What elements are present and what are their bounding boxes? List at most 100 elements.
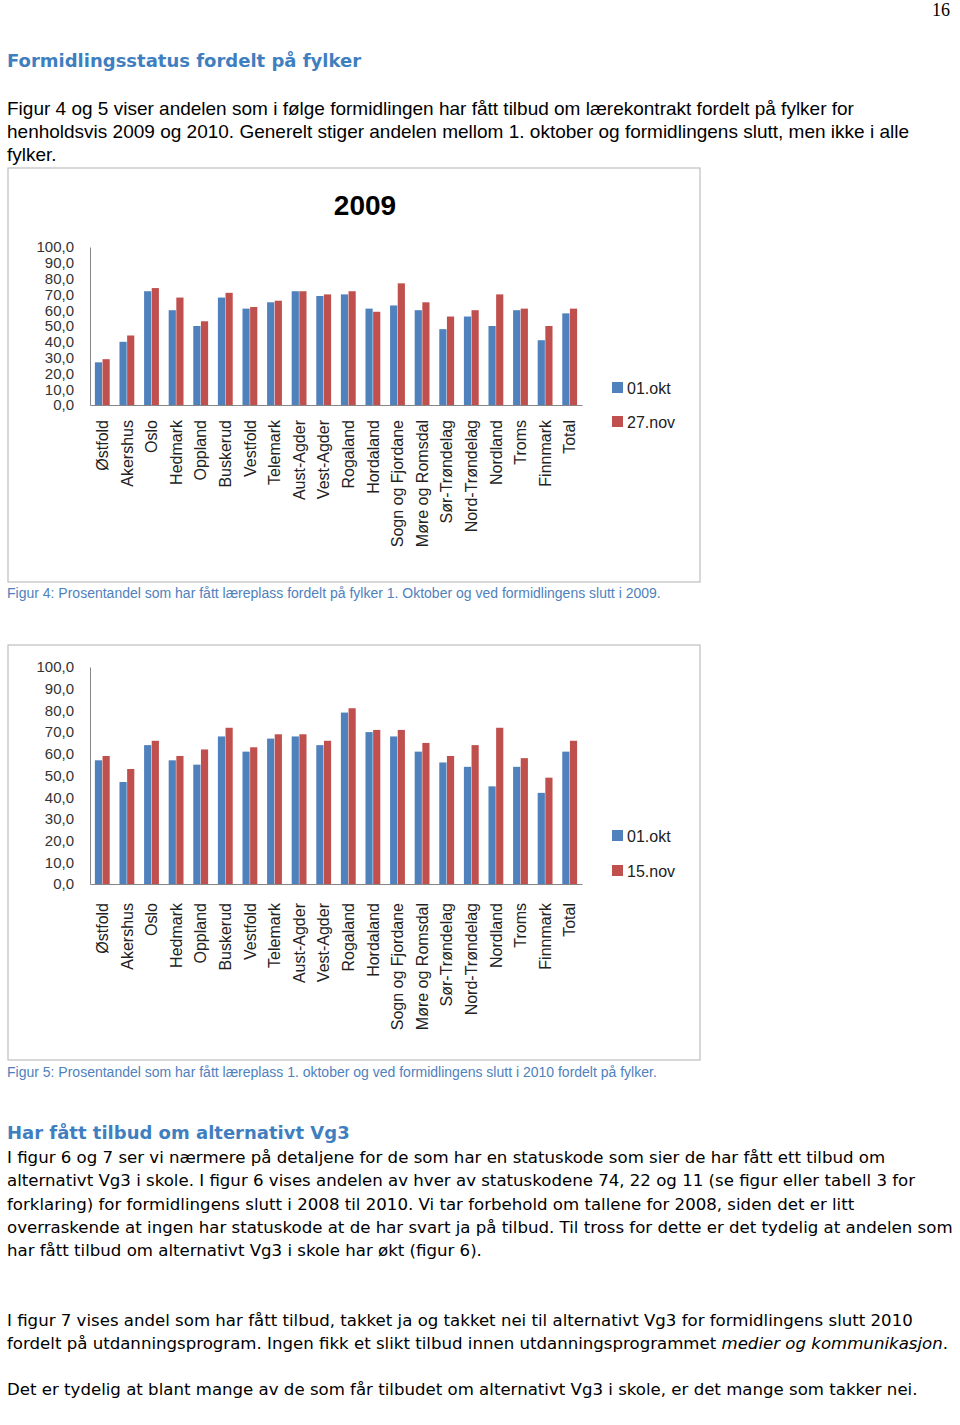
bar: [538, 340, 545, 405]
x-tick: Østfold: [94, 884, 111, 954]
bar: [562, 313, 569, 405]
x-tick-label: Møre og Romsdal: [414, 420, 431, 547]
y-tick-label: 40,0: [45, 333, 74, 350]
x-tick: Hordaland: [365, 884, 382, 977]
bar: [250, 747, 257, 884]
x-tick: Buskerud: [217, 884, 234, 971]
bar: [152, 741, 159, 884]
bar: [365, 732, 372, 884]
y-tick: 10,0: [45, 854, 90, 871]
y-tick: 50,0: [45, 767, 90, 784]
bar: [415, 752, 422, 884]
bar: [292, 736, 299, 884]
x-tick-label: Akershus: [119, 903, 136, 970]
bar: [267, 302, 274, 405]
page-number: 16: [900, 0, 950, 21]
chart-title: 2009: [334, 190, 396, 221]
bar: [545, 778, 552, 884]
x-tick: Troms: [512, 405, 529, 465]
y-tick: 70,0: [45, 723, 90, 740]
x-tick-label: Hordaland: [365, 420, 382, 494]
y-tick-label: 80,0: [45, 702, 74, 719]
x-tick: Rogaland: [340, 884, 357, 972]
y-tick: 100,0: [36, 238, 90, 255]
legend-label: 01.okt: [627, 828, 671, 845]
x-tick-label: Hedmark: [168, 902, 185, 968]
x-tick-label: Møre og Romsdal: [414, 903, 431, 1030]
bar: [226, 293, 233, 405]
y-tick: 20,0: [45, 365, 90, 382]
x-tick: Akershus: [119, 884, 136, 970]
y-tick-label: 0,0: [53, 396, 74, 413]
x-tick-label: Troms: [512, 420, 529, 465]
y-tick: 20,0: [45, 832, 90, 849]
x-tick-label: Oslo: [143, 420, 160, 453]
bar: [488, 326, 495, 405]
bar: [103, 359, 110, 405]
bar: [226, 728, 233, 884]
y-tick: 60,0: [45, 745, 90, 762]
x-tick: Finnmark: [537, 884, 554, 970]
x-tick-label: Vest-Agder: [315, 902, 332, 982]
x-tick-label: Aust-Agder: [291, 902, 308, 983]
chart-frame: [8, 645, 700, 1060]
axis-line: [91, 405, 583, 406]
legend-swatch: [612, 865, 623, 876]
x-tick: Troms: [512, 884, 529, 948]
bar: [144, 745, 151, 884]
y-tick-label: 60,0: [45, 745, 74, 762]
y-tick-label: 90,0: [45, 680, 74, 697]
bar: [316, 745, 323, 884]
bar: [275, 301, 282, 405]
bar: [218, 298, 225, 405]
bar: [169, 760, 176, 884]
x-tick-label: Telemark: [266, 419, 283, 485]
bar: [349, 291, 356, 405]
bar: [521, 758, 528, 884]
x-axis: ØstfoldAkershusOsloHedmarkOpplandBuskeru…: [91, 884, 583, 1030]
bar: [176, 756, 183, 884]
bars: [95, 283, 577, 405]
intro-paragraph: Figur 4 og 5 viser andelen som i følge f…: [7, 97, 952, 166]
y-tick: 30,0: [45, 349, 90, 366]
x-tick-label: Sogn og Fjordane: [389, 420, 406, 547]
x-tick: Finnmark: [537, 405, 554, 487]
x-tick: Sogn og Fjordane: [389, 884, 406, 1030]
x-tick-label: Nord-Trøndelag: [463, 420, 480, 532]
y-tick-label: 40,0: [45, 789, 74, 806]
bar: [144, 291, 151, 405]
x-tick: Telemark: [266, 884, 283, 968]
bar: [415, 310, 422, 405]
bar: [472, 310, 479, 405]
x-tick-label: Total: [561, 903, 578, 937]
bar: [275, 734, 282, 884]
y-tick: 50,0: [45, 317, 90, 334]
x-tick: Østfold: [94, 405, 111, 471]
bar: [242, 752, 249, 884]
y-tick-label: 50,0: [45, 317, 74, 334]
figure-caption: Figur 4: Prosentandel som har fått lærep…: [7, 585, 947, 601]
x-tick-label: Vest-Agder: [315, 419, 332, 499]
chart-frame: [8, 168, 700, 582]
legend-swatch: [612, 830, 623, 841]
legend: 01.okt27.nov: [612, 380, 675, 431]
x-tick: Aust-Agder: [291, 884, 308, 983]
x-tick: Buskerud: [217, 405, 234, 488]
bar: [570, 741, 577, 884]
text-span: .: [943, 1334, 948, 1353]
emphasis: medier og kommunikasjon: [722, 1334, 943, 1353]
x-tick-label: Total: [561, 420, 578, 454]
x-tick-label: Telemark: [266, 902, 283, 968]
bar: [349, 708, 356, 884]
x-tick: Hedmark: [168, 405, 185, 485]
x-tick-label: Nordland: [488, 903, 505, 968]
y-tick: 80,0: [45, 270, 90, 287]
x-tick-label: Hordaland: [365, 903, 382, 977]
x-tick: Oppland: [192, 405, 209, 481]
x-tick: Vestfold: [242, 405, 259, 477]
x-tick-label: Nord-Trøndelag: [463, 903, 480, 1015]
bar: [373, 312, 380, 405]
y-tick-label: 100,0: [36, 658, 74, 675]
x-tick-label: Troms: [512, 903, 529, 948]
bar: [373, 730, 380, 884]
